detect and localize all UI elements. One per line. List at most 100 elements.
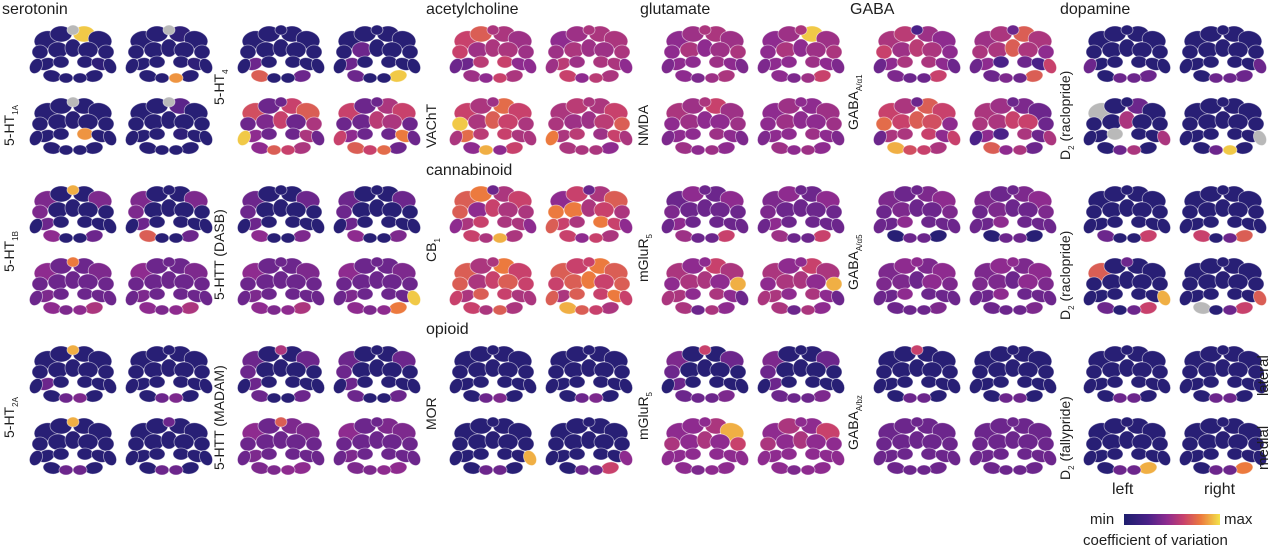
- brain-region: [1138, 461, 1158, 475]
- brain-region: [800, 72, 816, 84]
- brain-view-16-1: [969, 344, 1057, 404]
- brain-region: [381, 201, 403, 219]
- brain-region: [162, 24, 176, 36]
- brain-region: [1234, 69, 1254, 83]
- brain-view-9-0: [661, 184, 749, 244]
- brain-region: [284, 127, 302, 141]
- brain-view-4-1: [969, 24, 1057, 84]
- header-cannabinoid: cannabinoid: [426, 162, 513, 179]
- brain-region: [517, 436, 535, 452]
- brain-view-6-3: [125, 256, 213, 316]
- brain-region: [1017, 273, 1039, 291]
- brain-region: [127, 44, 145, 60]
- brain-region: [794, 184, 808, 196]
- brain-region: [497, 41, 519, 59]
- brain-region: [31, 276, 49, 292]
- brain-region: [1138, 389, 1158, 403]
- brain-region: [486, 344, 500, 356]
- brain-region: [969, 290, 983, 306]
- brain-region: [335, 436, 353, 452]
- brain-region: [886, 141, 906, 155]
- brain-region: [370, 96, 384, 108]
- brain-region: [1006, 256, 1020, 268]
- brain-region: [902, 392, 918, 404]
- brain-region: [708, 287, 726, 301]
- brain-region: [66, 256, 80, 268]
- brain-region: [558, 389, 578, 403]
- brain-region: [478, 72, 494, 84]
- brain-region: [284, 287, 302, 301]
- brain-region: [1131, 273, 1153, 291]
- brain-region: [971, 436, 989, 452]
- brain-region: [472, 215, 490, 229]
- brain-region: [690, 144, 706, 156]
- brain-region: [173, 201, 195, 219]
- brain-region: [1247, 44, 1265, 60]
- brain-region: [154, 392, 170, 404]
- brain-region: [1085, 364, 1103, 380]
- brain-view-8-1: [545, 184, 633, 244]
- brain-region: [780, 127, 798, 141]
- brain-region: [333, 130, 347, 146]
- brain-view-17-1: [1179, 344, 1267, 404]
- brain-region: [873, 290, 887, 306]
- brain-region: [168, 464, 184, 476]
- brain-region: [370, 256, 384, 268]
- brain-region: [173, 113, 195, 131]
- brain-view-12-1: [125, 344, 213, 404]
- brain-region: [1006, 96, 1020, 108]
- brain-region: [757, 450, 771, 466]
- view-label-left: left: [1112, 481, 1134, 498]
- brain-region: [154, 72, 170, 84]
- brain-view-16-0: [873, 344, 961, 404]
- brain-region: [545, 450, 559, 466]
- brain-region: [916, 304, 932, 316]
- brain-region: [1253, 130, 1267, 146]
- brain-region: [998, 304, 1014, 316]
- brain-view-3-0: [661, 24, 749, 84]
- brain-region: [380, 287, 398, 301]
- brain-region: [1012, 464, 1028, 476]
- brain-region: [1017, 433, 1039, 451]
- brain-region: [716, 229, 736, 243]
- brain-region: [1106, 287, 1124, 301]
- brain-view-6-2: [29, 256, 117, 316]
- brain-region: [698, 96, 712, 108]
- brain-region: [1112, 464, 1128, 476]
- brain-region: [805, 273, 827, 291]
- brain-region: [1106, 127, 1124, 141]
- brain-region: [574, 72, 590, 84]
- brain-region: [684, 127, 702, 141]
- brain-region: [346, 389, 366, 403]
- brain-view-17-0: [1083, 344, 1171, 404]
- brain-region: [812, 389, 832, 403]
- brain-region: [154, 232, 170, 244]
- brain-region: [729, 364, 747, 380]
- brain-view-2-0: [449, 24, 537, 84]
- brain-region: [29, 450, 43, 466]
- brain-region: [592, 447, 610, 461]
- brain-region: [800, 304, 816, 316]
- brain-region: [1151, 204, 1169, 220]
- brain-region: [1202, 127, 1220, 141]
- brain-region: [805, 361, 827, 379]
- brain-region: [941, 44, 959, 60]
- brain-region: [173, 41, 195, 59]
- brain-region: [250, 461, 270, 475]
- brain-region: [1037, 116, 1055, 132]
- brain-view-14-2: [449, 416, 537, 476]
- brain-view-8-3: [545, 256, 633, 316]
- brain-region: [292, 229, 312, 243]
- brain-region: [1216, 256, 1230, 268]
- brain-region: [162, 96, 176, 108]
- brain-region: [1222, 304, 1238, 316]
- brain-region: [376, 144, 392, 156]
- brain-region: [125, 378, 139, 394]
- brain-region: [168, 392, 184, 404]
- brain-region: [1043, 218, 1057, 234]
- brain-region: [462, 461, 482, 475]
- brain-region: [770, 141, 790, 155]
- header-gaba: GABA: [850, 1, 895, 18]
- brain-region: [517, 116, 535, 132]
- brain-region: [239, 364, 257, 380]
